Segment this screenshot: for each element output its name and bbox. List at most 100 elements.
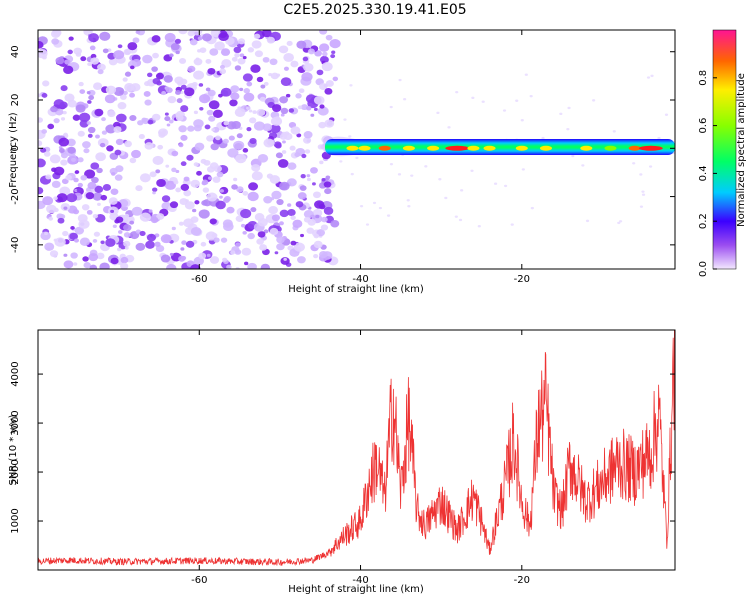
noise-speckle-dot — [127, 60, 137, 69]
spectrogram-x-tick-label: -20 — [514, 274, 530, 285]
snr-y-tick-label: 4000 — [10, 361, 21, 386]
spectrogram-x-ticks: -60 -40 -20 — [191, 30, 530, 285]
noise-speckle-dot — [269, 58, 278, 66]
noise-speckle-dot — [90, 57, 100, 65]
noise-speckle-dot — [222, 219, 233, 228]
noise-speckle-dot — [112, 224, 117, 229]
noise-speckle-dot — [235, 215, 244, 222]
noise-speckle-dot — [216, 171, 224, 178]
spectrogram-x-tick-label: -40 — [352, 274, 368, 285]
noise-speckle-dot — [248, 109, 253, 113]
colorbar-tick-label: 0.2 — [698, 213, 709, 229]
noise-speckle-dot — [317, 106, 329, 116]
noise-speckle-dot — [270, 197, 275, 201]
spectrogram-y-tick-label: 40 — [10, 45, 21, 58]
noise-speckle-dot — [319, 250, 328, 259]
noise-speckle-dot — [184, 201, 195, 210]
noise-speckle-dot — [142, 117, 150, 125]
noise-speckle-dot — [632, 162, 636, 165]
noise-speckle-dot — [209, 48, 219, 56]
noise-speckle-dot — [132, 37, 140, 44]
noise-speckle-dot — [165, 87, 173, 94]
noise-speckle-dot — [198, 252, 207, 260]
noise-speckle-dot — [283, 132, 293, 141]
noise-speckle-dot — [144, 142, 154, 150]
noise-speckle-dot — [147, 72, 153, 78]
noise-speckle-dot — [250, 64, 261, 73]
noise-speckle-dot — [202, 33, 212, 42]
noise-speckle-dot — [251, 164, 261, 172]
noise-speckle-dot — [152, 77, 161, 85]
noise-speckle-dot — [86, 121, 91, 125]
noise-speckle-dot — [160, 254, 171, 263]
noise-speckle-dot — [278, 45, 289, 54]
noise-speckle-dot — [297, 105, 303, 110]
noise-speckle-dot — [193, 110, 199, 115]
noise-speckle-dot — [148, 209, 153, 213]
noise-speckle-dot — [105, 124, 117, 134]
noise-speckle-dot — [348, 135, 352, 138]
noise-speckle-dot — [194, 142, 205, 151]
noise-speckle-dot — [263, 229, 269, 234]
noise-speckle-dot — [84, 169, 96, 179]
noise-speckle-dot — [252, 110, 257, 114]
noise-speckle-dot — [66, 138, 76, 147]
noise-speckle-dot — [89, 264, 98, 269]
noise-speckle-dot — [80, 56, 87, 62]
noise-speckle-dot — [90, 162, 100, 170]
noise-speckle-dot — [124, 83, 135, 92]
noise-speckle-dot — [79, 119, 89, 128]
noise-speckle-dot — [282, 140, 286, 144]
noise-speckle-dot — [208, 115, 216, 122]
noise-speckle-dot — [359, 204, 364, 208]
noise-speckle-dot — [63, 65, 74, 74]
noise-speckle-dot — [53, 196, 58, 201]
noise-speckle-dot — [160, 234, 172, 244]
noise-speckle-dot — [190, 179, 201, 188]
noise-speckle-dot — [129, 220, 135, 225]
noise-speckle-dot — [178, 221, 184, 226]
noise-speckle-dot — [234, 65, 242, 71]
noise-speckle-dot — [262, 56, 270, 63]
noise-speckle-dot — [135, 185, 143, 192]
spectrogram-y-label: Frequency (Hz) — [8, 112, 19, 188]
noise-speckle-dot — [178, 143, 184, 148]
noise-speckle-dot — [293, 242, 305, 252]
noise-speckle-dot — [350, 172, 354, 176]
noise-speckle-dot — [192, 208, 197, 213]
noise-speckle-dot — [438, 178, 442, 181]
noise-speckle-dot — [585, 219, 590, 223]
noise-speckle-dot — [175, 114, 184, 121]
noise-speckle-dot — [203, 159, 211, 166]
noise-speckle-dot — [209, 218, 217, 225]
noise-speckle-dot — [92, 192, 103, 201]
noise-speckle-dot — [170, 43, 180, 51]
signal-hotspot — [445, 145, 470, 151]
noise-speckle-dot — [63, 206, 68, 210]
noise-speckle-dot — [89, 45, 96, 51]
spectrogram-frame — [37, 29, 676, 270]
noise-speckle-dot — [197, 36, 203, 41]
noise-speckle-dot — [243, 92, 255, 102]
signal-band-hotspots — [346, 145, 663, 151]
noise-speckle-dot — [297, 256, 306, 264]
noise-speckle-dot — [131, 149, 141, 159]
noise-speckle-dot — [268, 72, 273, 77]
noise-speckle-dot — [68, 36, 74, 41]
noise-speckle-dot — [65, 174, 72, 181]
spectrogram-y-tick-label: 0 — [10, 145, 21, 151]
noise-speckle-dot — [319, 83, 328, 91]
noise-speckle-dot — [220, 87, 232, 97]
noise-speckle-dot — [118, 230, 123, 234]
noise-speckle-dot — [70, 252, 78, 259]
signal-hotspot — [539, 145, 552, 151]
signal-hotspot — [346, 145, 359, 151]
noise-speckle-dot — [240, 208, 252, 219]
noise-speckle-dot — [306, 106, 312, 111]
noise-speckle-dot — [250, 207, 257, 213]
noise-speckle-dot — [257, 153, 269, 163]
noise-speckle-dot — [314, 200, 325, 209]
noise-speckle-dot — [193, 162, 199, 167]
noise-speckle-dot — [389, 162, 394, 166]
noise-speckle-dot — [67, 99, 77, 108]
